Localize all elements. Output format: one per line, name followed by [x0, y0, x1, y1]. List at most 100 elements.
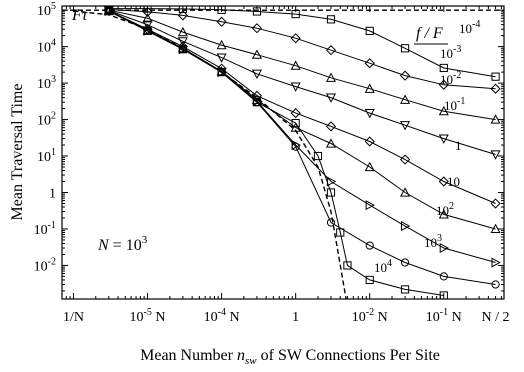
- series-label: 10-1: [444, 96, 465, 113]
- data-point: [365, 26, 374, 35]
- series-label: 102: [436, 201, 454, 218]
- x-tick-label: 1/N: [63, 310, 84, 325]
- data-point: [490, 83, 501, 94]
- data-point: [490, 223, 501, 234]
- data-point: [439, 272, 448, 281]
- data-point: [364, 161, 375, 172]
- data-point: [325, 93, 337, 103]
- data-point: [326, 218, 336, 227]
- data-point: [439, 63, 448, 73]
- data-point: [325, 121, 337, 132]
- data-point: [290, 108, 301, 119]
- x-tick-label: N / 2: [482, 310, 510, 325]
- y-tick-label: 10-2: [34, 256, 56, 274]
- series-line: [108, 8, 496, 78]
- x-tick-label: 10-2 N: [352, 307, 388, 325]
- data-point: [251, 90, 263, 101]
- series-label: 10-3: [440, 44, 461, 61]
- data-point: [400, 187, 411, 197]
- data-point: [490, 198, 501, 209]
- data-point: [438, 176, 449, 187]
- data-point: [336, 228, 345, 237]
- series-markers: [103, 6, 501, 299]
- data-point: [177, 10, 188, 21]
- data-point: [291, 9, 300, 19]
- data-point: [364, 83, 375, 93]
- data-point: [325, 138, 337, 148]
- data-point: [291, 118, 300, 128]
- x-axis-title: Mean Number nsw of SW Connections Per Si…: [140, 347, 440, 367]
- y-axis-quantity-label: Fτ: [71, 7, 89, 24]
- x-tick-label: 10-1 N: [426, 307, 462, 325]
- data-point: [252, 98, 262, 107]
- data-point: [364, 136, 375, 147]
- data-point: [178, 45, 187, 54]
- data-point: [290, 82, 301, 92]
- data-point: [326, 15, 336, 24]
- series-line: [108, 8, 496, 90]
- data-point: [364, 109, 375, 119]
- data-point: [177, 37, 188, 47]
- data-point: [399, 70, 411, 81]
- series-labels: 10-4 10-3 10-2 10-1 1 10 102 103 104: [374, 19, 480, 275]
- data-point: [143, 26, 152, 35]
- data-point: [142, 6, 153, 17]
- data-point: [251, 69, 262, 80]
- series-line: [108, 10, 444, 296]
- series-label: 10-4: [459, 19, 480, 36]
- data-point: [491, 280, 500, 289]
- data-point: [438, 134, 449, 144]
- data-point: [143, 6, 152, 13]
- series-line: [108, 9, 496, 121]
- data-point: [399, 154, 411, 165]
- data-point: [290, 60, 301, 70]
- series-curves: [62, 8, 504, 299]
- series-label: 10: [447, 174, 460, 189]
- data-point: [490, 150, 501, 160]
- data-point: [365, 200, 375, 211]
- data-point: [251, 23, 263, 34]
- data-point: [325, 45, 337, 56]
- data-point: [438, 209, 449, 219]
- data-point: [438, 79, 449, 90]
- series-label: 1: [455, 138, 462, 153]
- data-point: [400, 285, 410, 294]
- data-point: [251, 49, 262, 59]
- series-line: [108, 10, 496, 155]
- series-label: 104: [374, 258, 392, 275]
- x-tick-label: 10-5 N: [130, 307, 166, 325]
- data-point: [400, 94, 411, 104]
- data-point: [177, 26, 188, 37]
- y-tick-label: 10-1: [34, 220, 56, 238]
- data-point: [326, 176, 337, 187]
- limit-curve: [73, 10, 347, 299]
- data-point: [290, 33, 301, 44]
- data-point: [216, 16, 227, 27]
- data-point: [491, 72, 500, 81]
- x-tick-label: 10-4 N: [204, 307, 240, 325]
- series-label: 103: [424, 233, 442, 250]
- data-point: [291, 142, 300, 151]
- data-point: [290, 122, 301, 132]
- data-point: [438, 105, 449, 116]
- system-size-annotation: N = 103: [97, 234, 148, 254]
- data-point: [325, 72, 337, 82]
- series-line: [108, 10, 496, 204]
- data-point: [491, 257, 501, 268]
- data-point: [142, 20, 153, 30]
- data-point: [104, 6, 113, 16]
- y-tick-label: 102: [37, 111, 56, 129]
- y-tick-label: 101: [37, 147, 56, 165]
- data-point: [313, 151, 323, 161]
- data-point: [365, 275, 374, 285]
- y-tick-label: 104: [37, 38, 56, 56]
- x-tick-label: 1: [292, 310, 299, 325]
- data-point: [216, 53, 227, 63]
- data-point: [217, 6, 226, 14]
- plot-frame: [61, 5, 505, 300]
- legend-title: f / F: [414, 25, 448, 45]
- data-point: [326, 188, 336, 197]
- data-point: [400, 221, 411, 232]
